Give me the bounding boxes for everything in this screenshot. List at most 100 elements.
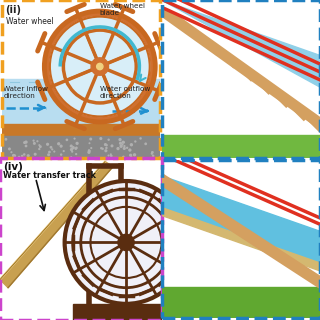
Circle shape: [65, 181, 188, 304]
Point: [74, 152, 79, 157]
Point: [106, 153, 111, 158]
Point: [88, 136, 93, 141]
Point: [73, 146, 78, 151]
Bar: [73, 304, 178, 320]
Point: [72, 136, 77, 141]
Point: [118, 144, 124, 149]
Point: [87, 148, 92, 154]
Point: [104, 143, 109, 148]
Point: [9, 150, 14, 155]
Point: [7, 146, 12, 151]
Point: [103, 142, 108, 147]
Point: [86, 150, 92, 155]
Point: [59, 152, 64, 157]
Point: [99, 146, 104, 151]
Bar: [162, 135, 320, 158]
Point: [98, 136, 103, 141]
Point: [143, 141, 148, 146]
Bar: [2, 136, 160, 158]
Circle shape: [91, 58, 108, 75]
Point: [132, 152, 137, 157]
Point: [23, 140, 28, 145]
Polygon shape: [162, 0, 320, 87]
Point: [151, 153, 156, 158]
Point: [59, 144, 64, 149]
Point: [103, 148, 108, 153]
Point: [104, 145, 109, 150]
Point: [47, 149, 52, 155]
Point: [133, 139, 138, 144]
Point: [121, 140, 126, 145]
Point: [52, 149, 57, 154]
Point: [23, 143, 28, 148]
Point: [45, 142, 50, 147]
Polygon shape: [162, 176, 320, 263]
Point: [3, 137, 8, 142]
Point: [70, 149, 75, 154]
Circle shape: [50, 17, 150, 116]
Text: Water inflow
direction: Water inflow direction: [3, 85, 48, 99]
Point: [122, 146, 127, 151]
Point: [56, 141, 61, 146]
Point: [61, 148, 66, 154]
Point: [71, 145, 76, 150]
Point: [121, 155, 126, 160]
Point: [26, 153, 31, 158]
Circle shape: [118, 234, 134, 251]
Point: [89, 146, 94, 151]
Point: [75, 141, 80, 146]
Circle shape: [97, 63, 103, 70]
Text: Water outflow
direction: Water outflow direction: [100, 85, 150, 99]
Point: [74, 145, 79, 150]
Point: [128, 153, 133, 158]
Point: [22, 152, 27, 157]
Point: [124, 145, 130, 150]
Point: [31, 138, 36, 143]
Text: Water wheel: Water wheel: [6, 17, 54, 27]
Point: [87, 141, 92, 146]
Point: [48, 145, 53, 150]
Bar: [162, 287, 320, 318]
Polygon shape: [162, 207, 320, 271]
Point: [117, 137, 123, 142]
Point: [12, 153, 17, 158]
Point: [17, 155, 22, 160]
Text: (ii): (ii): [5, 5, 21, 15]
Polygon shape: [0, 162, 113, 288]
Text: Water transfer track: Water transfer track: [3, 171, 96, 180]
Point: [33, 152, 38, 157]
Point: [109, 153, 114, 158]
Point: [149, 151, 155, 156]
Point: [106, 137, 111, 142]
Point: [100, 146, 105, 151]
Point: [118, 141, 123, 146]
Point: [64, 137, 69, 142]
Point: [46, 152, 51, 157]
Point: [20, 153, 25, 158]
Text: Water wheel
blade: Water wheel blade: [100, 3, 145, 16]
Point: [127, 148, 132, 153]
Point: [108, 152, 113, 157]
Point: [69, 147, 74, 152]
Point: [11, 153, 16, 158]
Bar: [2, 124, 160, 158]
Point: [35, 139, 40, 144]
Point: [150, 150, 155, 155]
Point: [37, 143, 42, 148]
Point: [69, 143, 74, 148]
Bar: [2, 79, 160, 124]
Text: (iv): (iv): [3, 162, 23, 172]
Point: [86, 148, 92, 153]
Point: [68, 155, 74, 160]
Point: [38, 144, 43, 149]
Point: [129, 142, 134, 147]
Point: [50, 147, 55, 152]
Point: [109, 143, 115, 148]
Point: [120, 142, 125, 147]
Point: [32, 141, 37, 146]
Point: [129, 154, 134, 159]
Point: [122, 144, 127, 149]
Point: [22, 140, 27, 145]
Point: [37, 147, 42, 152]
Point: [116, 146, 121, 151]
